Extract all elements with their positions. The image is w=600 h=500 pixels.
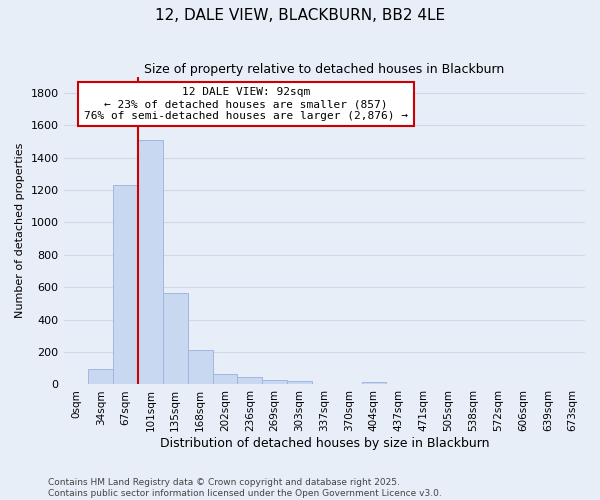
Bar bbox=[88, 369, 113, 384]
Bar bbox=[113, 185, 138, 384]
Text: Contains HM Land Registry data © Crown copyright and database right 2025.
Contai: Contains HM Land Registry data © Crown c… bbox=[48, 478, 442, 498]
Bar bbox=[138, 140, 163, 384]
Bar bbox=[287, 381, 312, 384]
Title: Size of property relative to detached houses in Blackburn: Size of property relative to detached ho… bbox=[144, 62, 505, 76]
X-axis label: Distribution of detached houses by size in Blackburn: Distribution of detached houses by size … bbox=[160, 437, 489, 450]
Bar bbox=[362, 382, 386, 384]
Text: 12 DALE VIEW: 92sqm
← 23% of detached houses are smaller (857)
76% of semi-detac: 12 DALE VIEW: 92sqm ← 23% of detached ho… bbox=[84, 88, 408, 120]
Bar bbox=[188, 350, 212, 384]
Bar bbox=[262, 380, 287, 384]
Bar bbox=[163, 293, 188, 384]
Bar bbox=[212, 374, 238, 384]
Text: 12, DALE VIEW, BLACKBURN, BB2 4LE: 12, DALE VIEW, BLACKBURN, BB2 4LE bbox=[155, 8, 445, 22]
Y-axis label: Number of detached properties: Number of detached properties bbox=[15, 143, 25, 318]
Bar bbox=[238, 377, 262, 384]
